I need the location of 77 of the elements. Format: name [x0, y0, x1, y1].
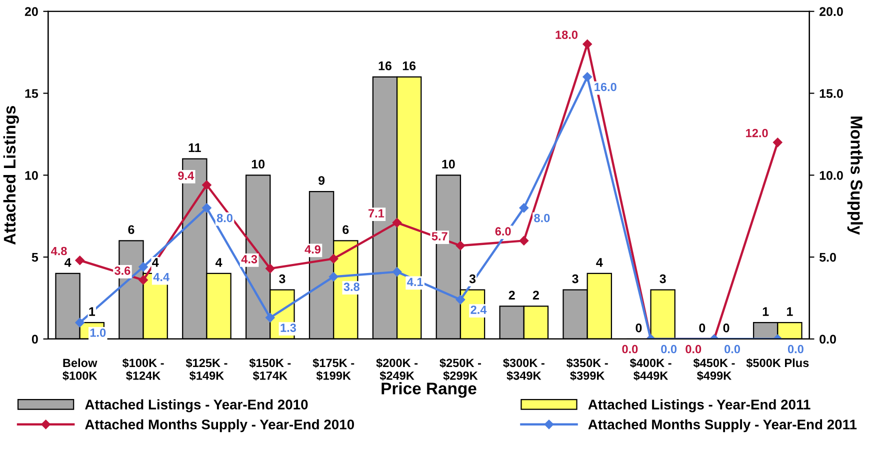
legend-label: Attached Months Supply - Year-End 2010 [85, 419, 354, 432]
y-tick-label: 20 [24, 7, 38, 16]
y2-tick-label: 0.0 [820, 334, 836, 344]
data-label: 18.0 [556, 30, 578, 39]
x-tick-label: $400K - $449K [630, 358, 672, 381]
data-label: 0.0 [622, 344, 638, 354]
data-label: 6 [128, 225, 134, 234]
legend-label: Attached Listings - Year-End 2011 [588, 399, 810, 412]
x-tick-label: $150K - $174K [249, 358, 291, 381]
x-tick-label: $450K - $499K [693, 358, 735, 381]
data-label: 8.0 [216, 214, 232, 222]
data-label: 2 [508, 290, 515, 300]
data-label: 3.6 [114, 266, 130, 275]
data-label: 10 [252, 160, 265, 169]
data-label: 0.0 [686, 344, 702, 354]
data-label: 0 [723, 323, 730, 332]
data-label: 0 [636, 323, 642, 332]
data-label: 16 [378, 61, 392, 70]
legend-label: Attached Months Supply - Year-End 2011 [588, 419, 857, 432]
data-label: 4.8 [50, 246, 67, 256]
data-label: 3 [469, 274, 476, 284]
data-label: 0.0 [724, 344, 740, 354]
data-label: 16.0 [594, 82, 616, 92]
y2-tick-label: 10.0 [820, 170, 843, 180]
y2-tick-label: 5.0 [819, 252, 836, 262]
data-label: 16 [402, 61, 416, 70]
data-label: 1 [762, 307, 769, 316]
data-label: 1 [787, 307, 793, 316]
x-tick-label: Below $100K [62, 358, 98, 381]
y-tick-label: 5 [32, 253, 38, 262]
data-label: 2 [532, 290, 539, 300]
data-label: 6.0 [495, 227, 511, 236]
data-label: 7.1 [368, 209, 384, 218]
y-tick-label: 10 [25, 170, 38, 180]
data-label: 9.4 [178, 171, 194, 180]
y-tick-label: 15 [25, 89, 38, 98]
data-label: 4.1 [407, 278, 423, 286]
y2-axis-title: Months Supply [847, 116, 863, 235]
data-label: 8.0 [534, 214, 550, 222]
data-label: 1 [89, 307, 96, 316]
x-tick-label: $100K - $124K [122, 358, 164, 381]
data-label: 4.3 [241, 255, 258, 264]
data-label: 4.4 [153, 272, 170, 282]
y-axis-title: Attached Listings [3, 106, 19, 245]
x-tick-label: $200K - $249K [376, 358, 418, 381]
data-label: 3 [572, 274, 578, 284]
data-label: 6 [342, 225, 349, 234]
data-label: 1.3 [280, 324, 296, 332]
data-label: 4 [215, 258, 222, 267]
data-label: 4.9 [304, 245, 321, 254]
data-label: 0.0 [661, 344, 677, 354]
data-label: 3.8 [344, 282, 360, 292]
x-tick-label: $175K - $199K [312, 358, 354, 381]
data-label: 5.7 [432, 232, 448, 240]
data-label: 1.0 [90, 328, 106, 337]
data-label: 0.0 [788, 344, 804, 354]
x-tick-label: $125K - $149K [186, 358, 228, 381]
data-label: 3 [279, 274, 286, 284]
data-label: 10 [442, 160, 455, 169]
y2-tick-label: 15.0 [820, 89, 843, 98]
data-label: 11 [188, 143, 201, 152]
x-tick-label: $300K - $349K [503, 358, 544, 381]
data-label: 0 [699, 323, 706, 332]
data-label: 4 [152, 258, 159, 267]
x-tick-label: $350K - $399K [566, 358, 608, 381]
data-label: 2.4 [470, 306, 487, 314]
y-tick-label: 0 [32, 334, 38, 344]
x-axis-title: Price Range [382, 382, 476, 398]
x-tick-label: $500K Plus [746, 358, 809, 368]
data-label: 4 [596, 258, 603, 267]
x-tick-label: $250K - $299K [440, 358, 481, 381]
data-label: 4 [64, 258, 72, 267]
y2-tick-label: 20.0 [820, 7, 843, 16]
data-label: 3 [660, 274, 666, 284]
legend-label: Attached Listings - Year-End 2010 [85, 399, 308, 412]
data-label: 12.0 [746, 128, 768, 138]
data-label: 9 [318, 176, 325, 185]
